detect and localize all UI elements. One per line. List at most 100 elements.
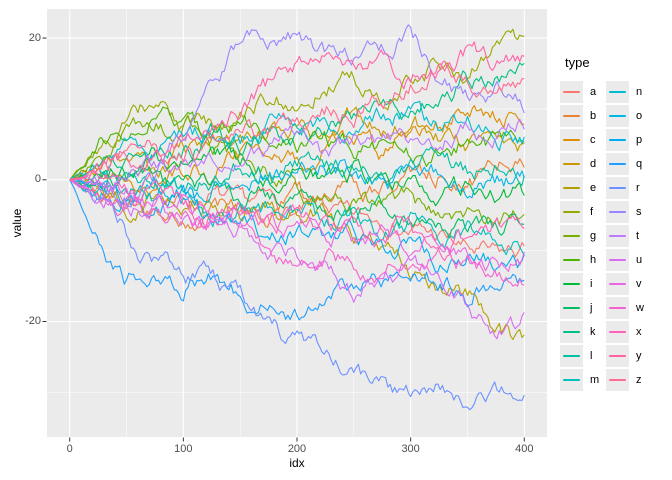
legend-entry-r: r bbox=[606, 176, 650, 199]
legend-key-line-icon bbox=[563, 186, 580, 189]
x-tick-label-200: 200 bbox=[287, 443, 307, 455]
legend-entry-u: u bbox=[606, 248, 650, 271]
legend-key-line-icon bbox=[609, 210, 626, 213]
legend-label-s: s bbox=[636, 205, 642, 218]
legend-key-line-icon bbox=[609, 330, 626, 333]
series-line-t bbox=[69, 118, 525, 192]
series-line-q bbox=[69, 179, 525, 321]
legend-key-line-icon bbox=[609, 282, 626, 285]
legend-key-s bbox=[606, 200, 629, 223]
series-line-z bbox=[69, 63, 525, 181]
legend-label-p: p bbox=[636, 133, 643, 146]
legend-entry-i: i bbox=[560, 272, 604, 295]
legend-label-u: u bbox=[636, 253, 643, 266]
legend-entry-q: q bbox=[606, 152, 650, 175]
legend-key-n bbox=[606, 80, 629, 103]
y-axis-title: value bbox=[10, 208, 24, 238]
legend-key-line-icon bbox=[609, 306, 626, 309]
legend-entry-l: l bbox=[560, 344, 604, 367]
series-line-m bbox=[69, 177, 525, 256]
y-tick-label--20: -20 bbox=[25, 314, 41, 327]
legend-entry-v: v bbox=[606, 272, 650, 295]
legend-entry-d: d bbox=[560, 152, 604, 175]
legend-key-u bbox=[606, 248, 629, 271]
legend-entry-e: e bbox=[560, 176, 604, 199]
legend-key-line-icon bbox=[563, 90, 580, 93]
legend-key-p bbox=[606, 128, 629, 151]
legend-label-l: l bbox=[590, 349, 593, 362]
legend-key-x bbox=[606, 320, 629, 343]
series-line-g bbox=[69, 115, 525, 226]
series-line-o bbox=[69, 158, 525, 213]
legend-label-k: k bbox=[590, 325, 596, 338]
legend-key-g bbox=[560, 224, 583, 247]
legend-key-t bbox=[606, 224, 629, 247]
legend-label-m: m bbox=[590, 373, 600, 386]
x-axis-title: idx bbox=[289, 456, 305, 470]
legend-label-w: w bbox=[636, 301, 644, 314]
legend-key-line-icon bbox=[609, 162, 626, 165]
legend-label-t: t bbox=[636, 229, 640, 242]
series-lines bbox=[69, 24, 525, 411]
legend-label-c: c bbox=[590, 133, 596, 146]
legend-key-b bbox=[560, 104, 583, 127]
legend-key-line-icon bbox=[609, 378, 626, 381]
legend-key-line-icon bbox=[609, 234, 626, 237]
legend-key-l bbox=[560, 344, 583, 367]
series-line-w bbox=[69, 179, 525, 287]
legend-entry-p: p bbox=[606, 128, 650, 151]
legend-key-line-icon bbox=[563, 114, 580, 117]
legend-key-q bbox=[606, 152, 629, 175]
legend-key-line-icon bbox=[563, 378, 580, 381]
legend-key-h bbox=[560, 248, 583, 271]
legend-entry-g: g bbox=[560, 224, 604, 247]
y-tick-label-0: 0 bbox=[34, 173, 41, 186]
legend-entry-t: t bbox=[606, 224, 650, 247]
y-tick-label-20: 20 bbox=[28, 31, 41, 44]
legend-entry-k: k bbox=[560, 320, 604, 343]
legend-key-v bbox=[606, 272, 629, 295]
series-line-h bbox=[69, 106, 525, 181]
legend-key-m bbox=[560, 368, 583, 391]
legend-entry-h: h bbox=[560, 248, 604, 271]
legend-entry-j: j bbox=[560, 296, 604, 319]
legend-key-z bbox=[606, 368, 629, 391]
legend-entry-f: f bbox=[560, 200, 604, 223]
legend-key-line-icon bbox=[563, 306, 580, 309]
legend-key-d bbox=[560, 152, 583, 175]
x-tick-label-300: 300 bbox=[401, 443, 420, 455]
legend-key-line-icon bbox=[563, 162, 580, 165]
legend-entry-n: n bbox=[606, 80, 650, 103]
legend-label-v: v bbox=[636, 277, 642, 290]
legend-label-d: d bbox=[590, 157, 597, 170]
series-line-u bbox=[69, 179, 525, 340]
series-line-v bbox=[69, 179, 525, 272]
series-line-f bbox=[69, 28, 525, 181]
legend-entry-o: o bbox=[606, 104, 650, 127]
legend-label-g: g bbox=[590, 229, 597, 242]
legend-key-o bbox=[606, 104, 629, 127]
series-line-s bbox=[69, 24, 525, 208]
legend-label-a: a bbox=[590, 85, 597, 98]
legend-key-line-icon bbox=[609, 138, 626, 141]
x-tick-label-0: 0 bbox=[66, 443, 73, 455]
legend-key-y bbox=[606, 344, 629, 367]
legend-label-o: o bbox=[636, 109, 643, 122]
legend-key-line-icon bbox=[563, 210, 580, 213]
legend-label-h: h bbox=[590, 253, 597, 266]
legend-key-a bbox=[560, 80, 583, 103]
legend-key-line-icon bbox=[563, 330, 580, 333]
legend-key-line-icon bbox=[609, 258, 626, 261]
legend-label-i: i bbox=[590, 277, 593, 290]
legend-label-f: f bbox=[590, 205, 594, 218]
legend-key-j bbox=[560, 296, 583, 319]
legend-entry-w: w bbox=[606, 296, 650, 319]
legend-entry-c: c bbox=[560, 128, 604, 151]
legend-label-z: z bbox=[636, 373, 642, 386]
series-line-y bbox=[69, 41, 525, 181]
